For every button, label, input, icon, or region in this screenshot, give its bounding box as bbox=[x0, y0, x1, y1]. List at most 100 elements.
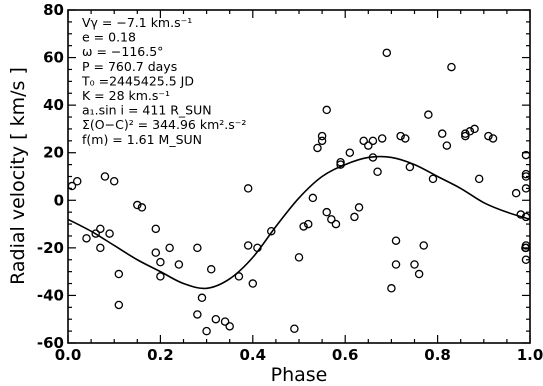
data-point bbox=[243, 184, 253, 193]
data-point bbox=[211, 314, 221, 324]
orbital-parameter-line: T₀ =2445425.5 JD bbox=[81, 73, 194, 88]
y-tick-label: 40 bbox=[43, 96, 64, 114]
data-point bbox=[308, 193, 318, 203]
x-axis-title: Phase bbox=[271, 364, 328, 386]
data-points-group bbox=[67, 48, 531, 336]
x-tick-label: 0.2 bbox=[147, 346, 174, 364]
data-point bbox=[387, 284, 396, 293]
data-point bbox=[521, 255, 531, 264]
data-point bbox=[521, 172, 531, 181]
data-point bbox=[424, 110, 433, 119]
data-point bbox=[225, 322, 234, 331]
data-point bbox=[317, 136, 327, 146]
data-point bbox=[193, 243, 202, 253]
data-point bbox=[109, 177, 119, 186]
orbit-fit-curve bbox=[67, 155, 531, 290]
data-point bbox=[359, 136, 368, 146]
data-point bbox=[151, 224, 161, 234]
data-point bbox=[267, 226, 276, 236]
data-point bbox=[474, 174, 484, 184]
data-point bbox=[133, 200, 142, 210]
data-point bbox=[521, 241, 531, 250]
orbital-parameter-line: e = 0.18 bbox=[82, 30, 136, 45]
data-point bbox=[243, 241, 253, 250]
data-point bbox=[114, 300, 124, 310]
data-point bbox=[516, 210, 526, 219]
data-point bbox=[350, 212, 359, 222]
data-point bbox=[299, 222, 308, 231]
data-point bbox=[114, 269, 124, 279]
x-tick-label: 1.0 bbox=[517, 346, 543, 364]
data-point bbox=[193, 310, 202, 319]
data-point bbox=[331, 219, 341, 229]
data-point bbox=[401, 134, 410, 143]
data-point bbox=[391, 260, 401, 269]
data-point bbox=[202, 326, 211, 336]
y-tick-label: 60 bbox=[43, 49, 64, 67]
data-point bbox=[82, 234, 91, 243]
data-point bbox=[488, 134, 498, 143]
data-point bbox=[521, 169, 531, 179]
data-point bbox=[521, 150, 531, 160]
orbital-parameter-line: Σ(O−C)² = 344.96 km².s⁻² bbox=[82, 117, 246, 132]
data-point bbox=[410, 260, 419, 269]
data-point bbox=[294, 253, 304, 262]
data-point bbox=[521, 243, 531, 253]
orbital-parameter-line: P = 760.7 days bbox=[82, 59, 177, 74]
data-point bbox=[67, 181, 77, 191]
data-point bbox=[156, 272, 165, 281]
y-tick-label: -40 bbox=[37, 286, 64, 304]
data-point bbox=[91, 229, 100, 238]
data-point bbox=[511, 188, 521, 198]
y-tick-label: -60 bbox=[37, 334, 64, 352]
orbital-parameter-line: ω = −116.5° bbox=[82, 44, 163, 59]
data-point bbox=[313, 143, 322, 153]
data-point bbox=[521, 184, 531, 193]
data-point bbox=[437, 129, 447, 138]
data-point bbox=[317, 131, 327, 141]
data-point bbox=[96, 224, 105, 234]
x-tick-label: 0.8 bbox=[424, 346, 451, 364]
y-tick-label: -20 bbox=[37, 239, 64, 257]
x-tick-label: 0.0 bbox=[55, 346, 82, 364]
data-point bbox=[419, 241, 428, 250]
data-point bbox=[461, 131, 470, 141]
data-point bbox=[484, 131, 493, 141]
data-point bbox=[96, 243, 105, 253]
data-point bbox=[303, 219, 313, 229]
data-point bbox=[447, 62, 456, 72]
data-point bbox=[151, 248, 161, 257]
data-point bbox=[174, 260, 184, 269]
data-point bbox=[100, 172, 110, 181]
data-point bbox=[382, 48, 392, 58]
orbital-parameter-line: f(m) = 1.61 M_SUN bbox=[82, 132, 202, 147]
y-tick-label: 80 bbox=[43, 1, 64, 19]
data-point bbox=[391, 236, 401, 245]
data-point bbox=[414, 269, 424, 279]
data-point bbox=[373, 167, 382, 176]
y-tick-label: 20 bbox=[43, 144, 64, 162]
data-point bbox=[442, 141, 452, 150]
orbital-parameter-line: a₁.sin i = 411 R_SUN bbox=[82, 103, 212, 118]
data-point bbox=[290, 324, 299, 333]
data-point bbox=[165, 243, 174, 253]
y-axis-title: Radial velocity [ km/s ] bbox=[7, 67, 29, 285]
orbital-parameter-line: K = 28 km.s⁻¹ bbox=[82, 88, 170, 103]
data-point bbox=[220, 317, 230, 326]
data-point bbox=[234, 272, 244, 281]
data-point bbox=[72, 177, 82, 186]
data-point bbox=[248, 279, 258, 288]
data-point bbox=[465, 127, 475, 136]
y-tick-label: 0 bbox=[54, 191, 64, 209]
data-point bbox=[105, 229, 114, 238]
data-point bbox=[197, 293, 207, 303]
tick-labels-group: 0.0 0.2 0.4 0.6 0.8 1.0 -60 -40 -20 0 20 40 60 80 bbox=[37, 1, 543, 364]
data-point bbox=[470, 124, 479, 134]
data-point bbox=[428, 174, 438, 184]
x-tick-label: 0.6 bbox=[332, 346, 359, 364]
data-point bbox=[156, 257, 165, 267]
data-point bbox=[322, 207, 331, 217]
data-point bbox=[377, 134, 387, 143]
data-point bbox=[354, 203, 364, 212]
